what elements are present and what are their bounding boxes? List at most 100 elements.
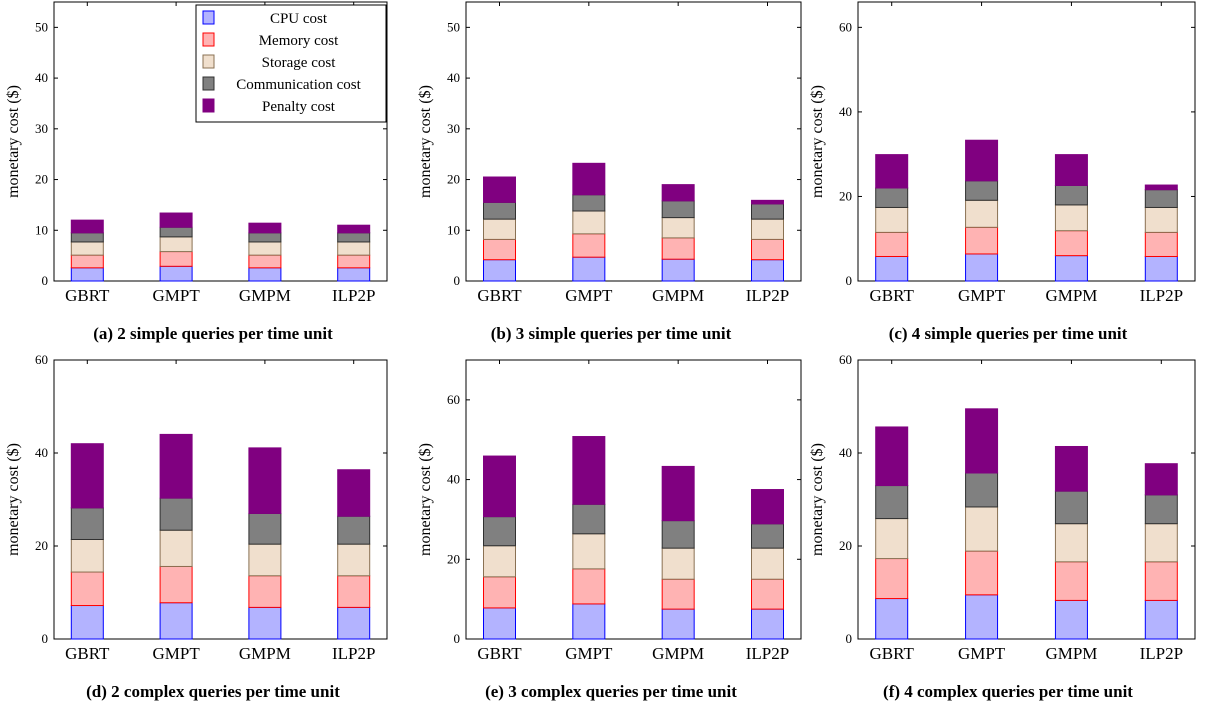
bar-memory-cost: [661, 578, 695, 610]
bar-communication-cost: [248, 232, 282, 243]
bar-storage-cost: [661, 547, 695, 580]
legend-swatch: [202, 76, 215, 91]
x-tick-label: GBRT: [65, 286, 110, 305]
bar-memory-cost: [572, 568, 606, 605]
bar-penalty-cost: [159, 212, 193, 228]
caption-b: (b) 3 simple queries per time unit: [490, 324, 732, 343]
y-tick-label: 20: [35, 172, 48, 187]
plot-frame-3: [53, 359, 388, 640]
bar-memory-cost: [661, 237, 695, 260]
bar-penalty-cost: [483, 455, 516, 518]
bar-penalty-cost: [661, 184, 695, 202]
y-tick-label: 0: [846, 273, 853, 288]
bar-memory-cost: [159, 251, 193, 267]
bar-communication-cost: [572, 503, 606, 535]
bar-cpu-cost: [337, 267, 371, 282]
bar-cpu-cost: [159, 602, 193, 640]
bar-communication-cost: [965, 180, 999, 201]
bar-memory-cost: [1144, 561, 1178, 601]
bar-memory-cost: [572, 233, 606, 258]
bar-communication-cost: [1144, 189, 1178, 208]
bar-storage-cost: [248, 543, 282, 577]
bar-storage-cost: [1054, 523, 1088, 563]
bar-penalty-cost: [572, 162, 606, 196]
x-tick-label: GBRT: [870, 644, 915, 663]
bar-cpu-cost: [337, 606, 371, 640]
y-axis-label: monetary cost ($): [809, 85, 826, 198]
bar-memory-cost: [248, 254, 282, 269]
bar-penalty-cost: [337, 224, 371, 234]
bar-penalty-cost: [965, 139, 999, 182]
bar-penalty-cost: [248, 222, 282, 234]
bar-cpu-cost: [572, 603, 606, 640]
bar-cpu-cost: [965, 253, 999, 282]
bar-penalty-cost: [875, 426, 909, 487]
legend-label: CPU cost: [270, 11, 328, 27]
bar-communication-cost: [337, 232, 371, 243]
legend-box: [195, 4, 387, 123]
y-tick-label: 40: [839, 104, 852, 119]
x-tick-label: ILP2P: [1140, 286, 1183, 305]
bar-cpu-cost: [70, 267, 104, 282]
bar-penalty-cost: [965, 408, 999, 474]
bar-cpu-cost: [248, 267, 282, 282]
y-tick-label: 40: [447, 472, 460, 487]
bar-cpu-cost: [483, 259, 516, 282]
legend-label: Memory cost: [259, 33, 339, 49]
bar-cpu-cost: [248, 606, 282, 640]
x-tick-label: GBRT: [477, 644, 522, 663]
bar-communication-cost: [159, 497, 193, 531]
legend-swatch: [202, 98, 215, 113]
x-tick-label: GMPT: [152, 286, 200, 305]
legend-swatch: [202, 54, 215, 69]
y-tick-label: 40: [447, 70, 460, 85]
bar-cpu-cost: [751, 259, 784, 282]
bar-storage-cost: [70, 241, 104, 256]
y-tick-label: 40: [839, 445, 852, 460]
legend-swatch: [202, 32, 215, 47]
bar-memory-cost: [965, 550, 999, 596]
x-tick-label: GMPM: [1045, 644, 1097, 663]
bar-memory-cost: [337, 575, 371, 608]
plot-frame-5: [857, 359, 1196, 640]
bar-communication-cost: [483, 201, 516, 220]
x-tick-label: GMPT: [565, 286, 613, 305]
y-axis-label: monetary cost ($): [5, 443, 22, 556]
legend-swatch: [202, 10, 215, 25]
bar-storage-cost: [751, 218, 784, 240]
x-tick-label: ILP2P: [746, 644, 789, 663]
bar-storage-cost: [1054, 204, 1088, 232]
y-tick-label: 20: [839, 538, 852, 553]
bar-penalty-cost: [751, 199, 784, 205]
bar-memory-cost: [159, 565, 193, 604]
bar-storage-cost: [159, 529, 193, 567]
bar-communication-cost: [1144, 494, 1178, 525]
bar-cpu-cost: [1054, 255, 1088, 282]
bar-penalty-cost: [337, 469, 371, 517]
bar-penalty-cost: [483, 176, 516, 203]
bar-memory-cost: [751, 238, 784, 261]
bar-memory-cost: [965, 226, 999, 255]
caption-c: (c) 4 simple queries per time unit: [888, 324, 1128, 343]
y-tick-label: 20: [35, 538, 48, 553]
x-tick-label: GBRT: [477, 286, 522, 305]
bar-communication-cost: [875, 485, 909, 520]
bar-penalty-cost: [875, 154, 909, 189]
bar-penalty-cost: [70, 219, 104, 234]
caption-e: (e) 3 complex queries per time unit: [485, 682, 737, 701]
y-tick-label: 20: [447, 172, 460, 187]
bar-penalty-cost: [248, 447, 282, 514]
bar-memory-cost: [483, 238, 516, 261]
bar-penalty-cost: [1144, 463, 1178, 496]
bar-memory-cost: [248, 575, 282, 608]
legend-label: Penalty cost: [262, 99, 336, 115]
bar-penalty-cost: [572, 436, 606, 505]
bar-communication-cost: [70, 232, 104, 243]
bar-cpu-cost: [965, 594, 999, 640]
bar-storage-cost: [875, 518, 909, 560]
bar-memory-cost: [70, 254, 104, 269]
y-tick-label: 20: [447, 551, 460, 566]
caption-d: (d) 2 complex queries per time unit: [86, 682, 340, 701]
